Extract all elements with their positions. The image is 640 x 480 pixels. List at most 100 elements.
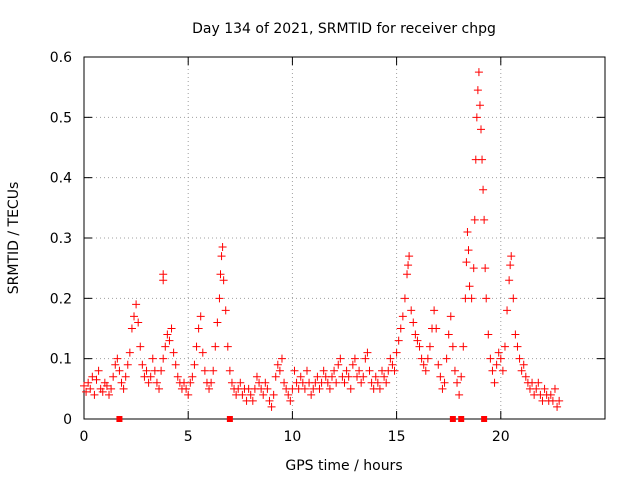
grid [84,57,605,419]
data-point [307,390,316,399]
data-point [186,378,195,387]
data-point [300,384,309,393]
data-point [173,372,182,381]
data-point [363,348,372,357]
data-point [261,378,270,387]
data-point [342,366,351,375]
data-point [474,68,483,77]
data-point [200,366,209,375]
data-point [152,378,161,387]
data-point [511,330,520,339]
data-point [506,261,515,270]
x-tick-label: 20 [492,429,510,445]
data-point [142,366,151,375]
data-point [161,342,170,351]
data-point [505,276,514,285]
data-point [494,348,503,357]
data-point [136,342,145,351]
data-point [540,384,549,393]
chart-title: Day 134 of 2021, SRMTID for receiver chp… [192,21,496,37]
data-point [263,384,272,393]
data-point [534,378,543,387]
data-point [336,354,345,363]
data-point [419,360,428,369]
data-point [463,227,472,236]
data-point [359,372,368,381]
data-point [184,390,193,399]
data-point [546,390,555,399]
zero-marker [116,416,123,422]
data-point [423,354,432,363]
data-point [138,360,147,369]
y-tick-label: 0.3 [50,231,72,247]
data-point [119,384,128,393]
zero-marker [458,416,465,422]
x-tick-label: 10 [283,429,301,445]
data-point [219,276,228,285]
data-point [127,324,136,333]
data-point [344,372,353,381]
data-point [94,366,103,375]
data-point [217,252,226,261]
data-point [517,366,526,375]
data-point [513,342,522,351]
data-point [346,384,355,393]
data-point [465,282,474,291]
data-point [88,372,97,381]
data-point [223,342,232,351]
data-point [209,366,218,375]
data-point [90,390,99,399]
data-point [269,390,278,399]
data-point [159,354,168,363]
data-point [134,318,143,327]
data-point [213,318,222,327]
data-point [252,372,261,381]
data-point [221,306,230,315]
data-point [470,215,479,224]
data-point [215,294,224,303]
data-point [486,354,495,363]
data-point [194,324,203,333]
data-point [411,330,420,339]
x-tick-label: 5 [184,429,193,445]
data-point [227,378,236,387]
data-point [475,101,484,110]
data-point [496,354,505,363]
data-point [84,378,93,387]
data-point [509,294,518,303]
data-point [265,396,274,405]
zero-marker [226,416,233,422]
data-point [361,354,370,363]
data-point [482,294,491,303]
data-point [109,372,118,381]
data-point [440,378,449,387]
data-point [121,372,130,381]
data-point [192,342,201,351]
y-tick-label: 0.1 [50,352,72,368]
data-point [296,372,305,381]
y-tick-label: 0.2 [50,291,72,307]
y-axis-label: SRMTID / TECUs [6,182,22,295]
data-point [392,348,401,357]
axis-ticks: 0 5 10 15 20 0 0.1 0.2 0.3 0.4 0.5 0.6 [50,50,605,445]
data-point [280,378,289,387]
data-point [211,342,220,351]
data-point [327,372,336,381]
data-point [413,336,422,345]
data-point [225,366,234,375]
data-point [148,354,157,363]
y-tick-label: 0.4 [50,171,72,187]
data-point [442,354,451,363]
data-point [480,215,489,224]
y-tick-label: 0.5 [50,110,72,126]
data-point [464,246,473,255]
data-point [332,378,341,387]
data-point [481,264,490,273]
data-point [436,372,445,381]
data-point [113,354,122,363]
data-point [125,348,134,357]
data-point [478,155,487,164]
data-point [123,360,132,369]
zero-marker [449,416,456,422]
data-point [348,360,357,369]
